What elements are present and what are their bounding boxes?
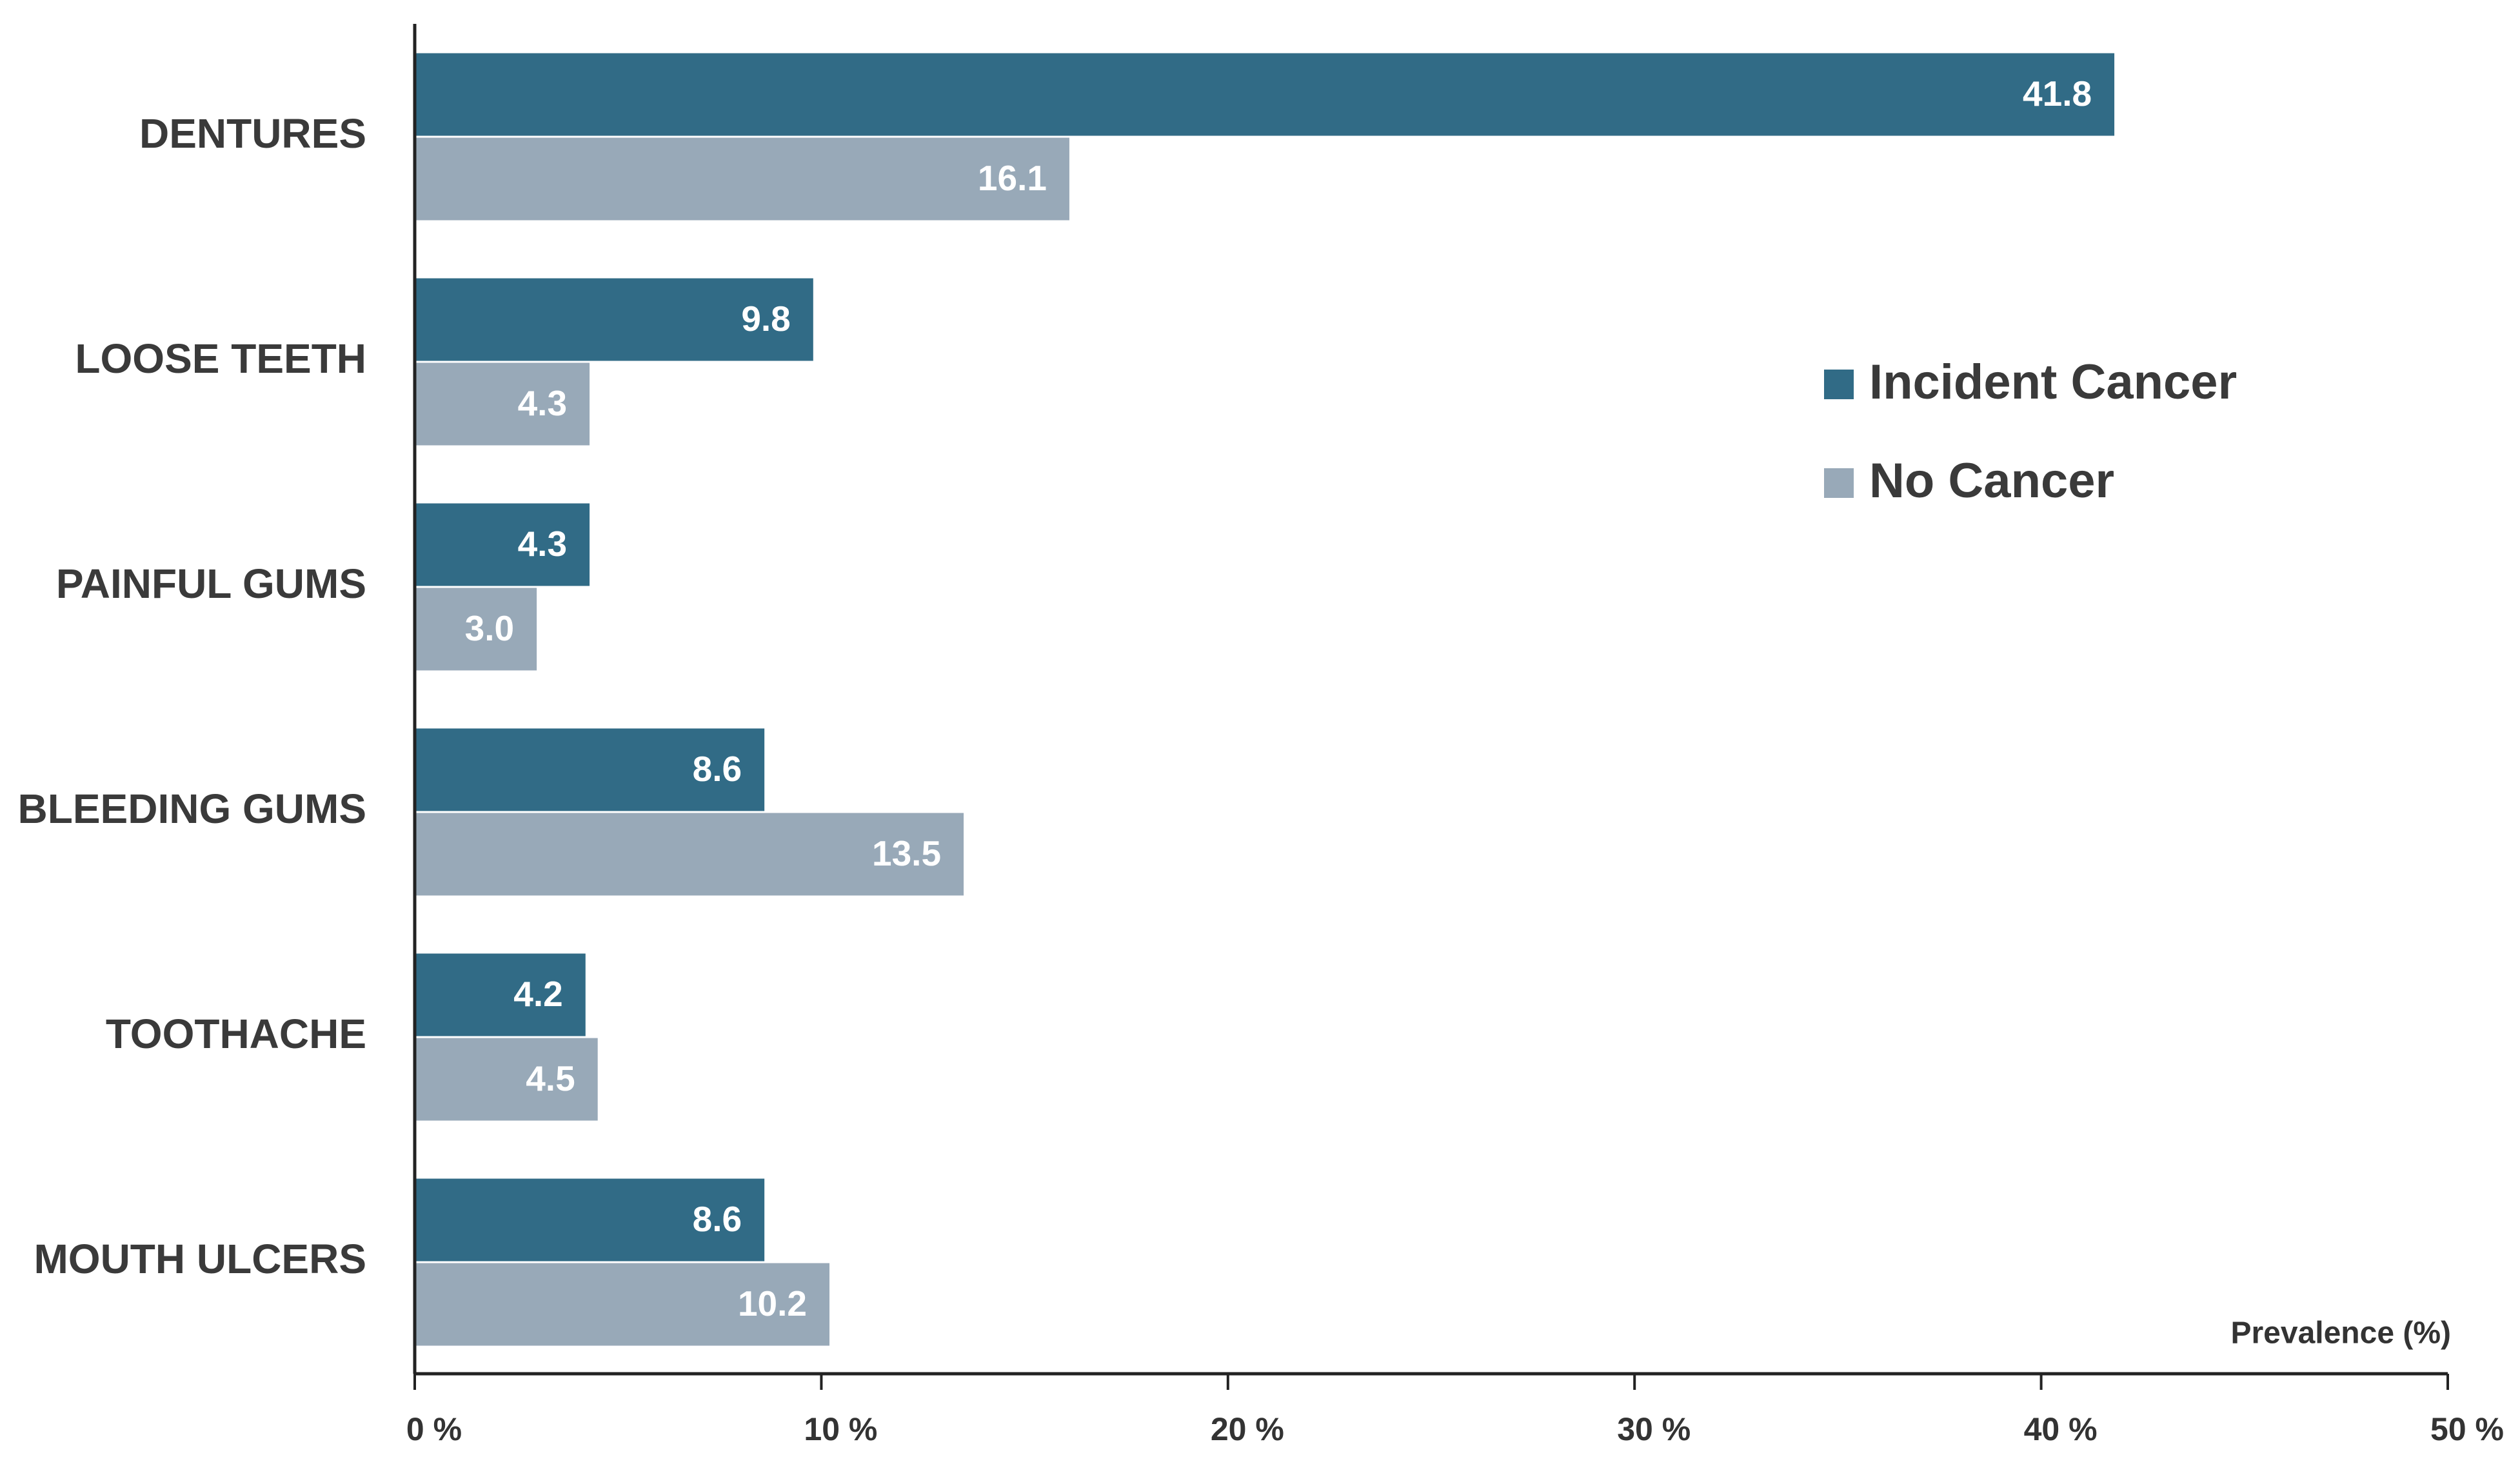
data-label: 4.2 — [513, 974, 562, 1014]
bar — [415, 137, 1069, 221]
y-tick-label: LOOSE TEETH — [75, 335, 366, 382]
bar — [415, 362, 590, 446]
bar — [415, 813, 964, 896]
bar — [415, 503, 590, 586]
data-label: 9.8 — [741, 299, 790, 339]
x-tick-label: 10 % — [804, 1411, 877, 1447]
y-tick-label: MOUTH ULCERS — [34, 1236, 366, 1282]
data-label: 8.6 — [693, 1199, 742, 1239]
bar — [415, 728, 765, 811]
x-tick-label: 50 % — [2430, 1411, 2504, 1447]
data-label: 41.8 — [2023, 74, 2092, 114]
bar — [415, 1038, 598, 1121]
data-label: 8.6 — [693, 749, 742, 789]
data-label: 10.2 — [738, 1283, 807, 1323]
y-tick-label: DENTURES — [139, 110, 366, 157]
legend-label: No Cancer — [1869, 453, 2114, 508]
bar — [415, 588, 537, 671]
data-label: 13.5 — [872, 833, 941, 873]
y-tick-label: TOOTHACHE — [106, 1011, 366, 1057]
data-label: 3.0 — [465, 608, 514, 648]
x-tick-label: 20 % — [1211, 1411, 1284, 1447]
data-label: 4.5 — [526, 1058, 575, 1098]
bar — [415, 1263, 830, 1346]
bar — [415, 278, 813, 361]
legend-swatch — [1824, 468, 1854, 498]
x-tick-label: 30 % — [1617, 1411, 1691, 1447]
data-label: 4.3 — [518, 524, 567, 564]
bar — [415, 953, 586, 1036]
data-label: 4.3 — [518, 383, 567, 423]
legend-label: Incident Cancer — [1869, 355, 2237, 410]
data-label: 16.1 — [978, 158, 1047, 198]
bar — [415, 1178, 765, 1262]
x-tick-label: 0 % — [406, 1411, 462, 1447]
x-axis-label: Prevalence (%) — [2230, 1316, 2451, 1351]
x-tick-label: 40 % — [2024, 1411, 2098, 1447]
bar — [415, 53, 2115, 136]
legend-swatch — [1824, 370, 1854, 399]
y-tick-label: PAINFUL GUMS — [56, 560, 366, 607]
y-tick-label: BLEEDING GUMS — [18, 786, 366, 832]
